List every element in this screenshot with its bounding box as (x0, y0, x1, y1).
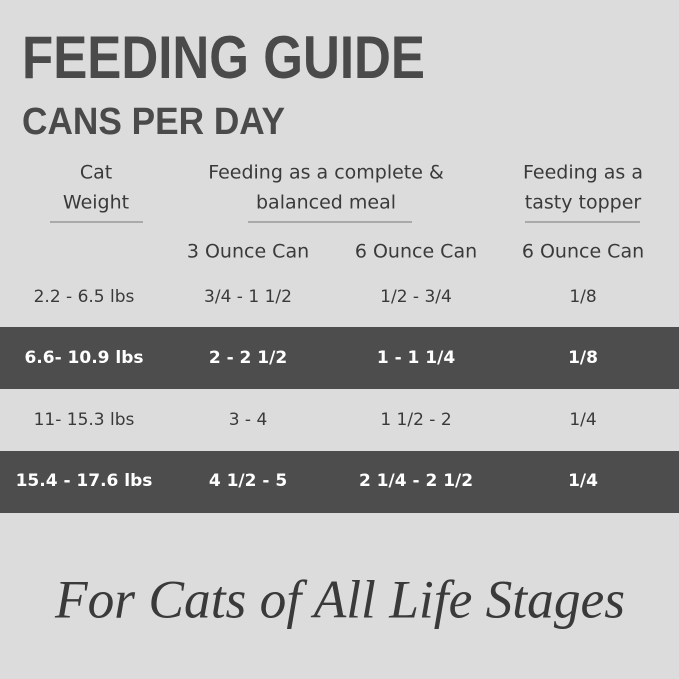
table-cell: 1/8 (569, 287, 596, 307)
table-cell: 1 - 1 1/4 (377, 348, 456, 368)
sub-header: 3 Ounce Can (187, 241, 309, 263)
group-header: Feeding as a complete & (208, 162, 444, 184)
table-cell: 1/8 (568, 348, 598, 368)
group-header: Weight (63, 192, 129, 214)
title: FEEDING GUIDE (22, 24, 425, 91)
table-cell: 1 1/2 - 2 (380, 410, 451, 430)
table-cell: 6.6- 10.9 lbs (24, 348, 143, 368)
table-cell: 1/4 (569, 410, 596, 430)
sub-header: 6 Ounce Can (355, 241, 477, 263)
group-header: balanced meal (256, 192, 396, 214)
table-cell: 1/4 (568, 471, 598, 491)
group-header: Cat (80, 162, 112, 184)
sub-header: 6 Ounce Can (522, 241, 644, 263)
table-cell: 2 1/4 - 2 1/2 (359, 471, 473, 491)
row-band (0, 451, 679, 513)
group-header: tasty topper (525, 192, 642, 214)
tagline: For Cats of All Life Stages (54, 569, 625, 629)
table-cell: 4 1/2 - 5 (209, 471, 287, 491)
table-cell: 2 - 2 1/2 (209, 348, 287, 368)
table-cell: 2.2 - 6.5 lbs (34, 287, 135, 307)
table-cell: 1/2 - 3/4 (380, 287, 452, 307)
table-cell: 3/4 - 1 1/2 (204, 287, 292, 307)
table-cell: 15.4 - 17.6 lbs (16, 471, 153, 491)
table-cell: 3 - 4 (229, 410, 268, 430)
group-header: Feeding as a (523, 162, 643, 184)
table-cell: 11- 15.3 lbs (34, 410, 135, 430)
row-band (0, 327, 679, 389)
subtitle: CANS PER DAY (22, 101, 285, 143)
